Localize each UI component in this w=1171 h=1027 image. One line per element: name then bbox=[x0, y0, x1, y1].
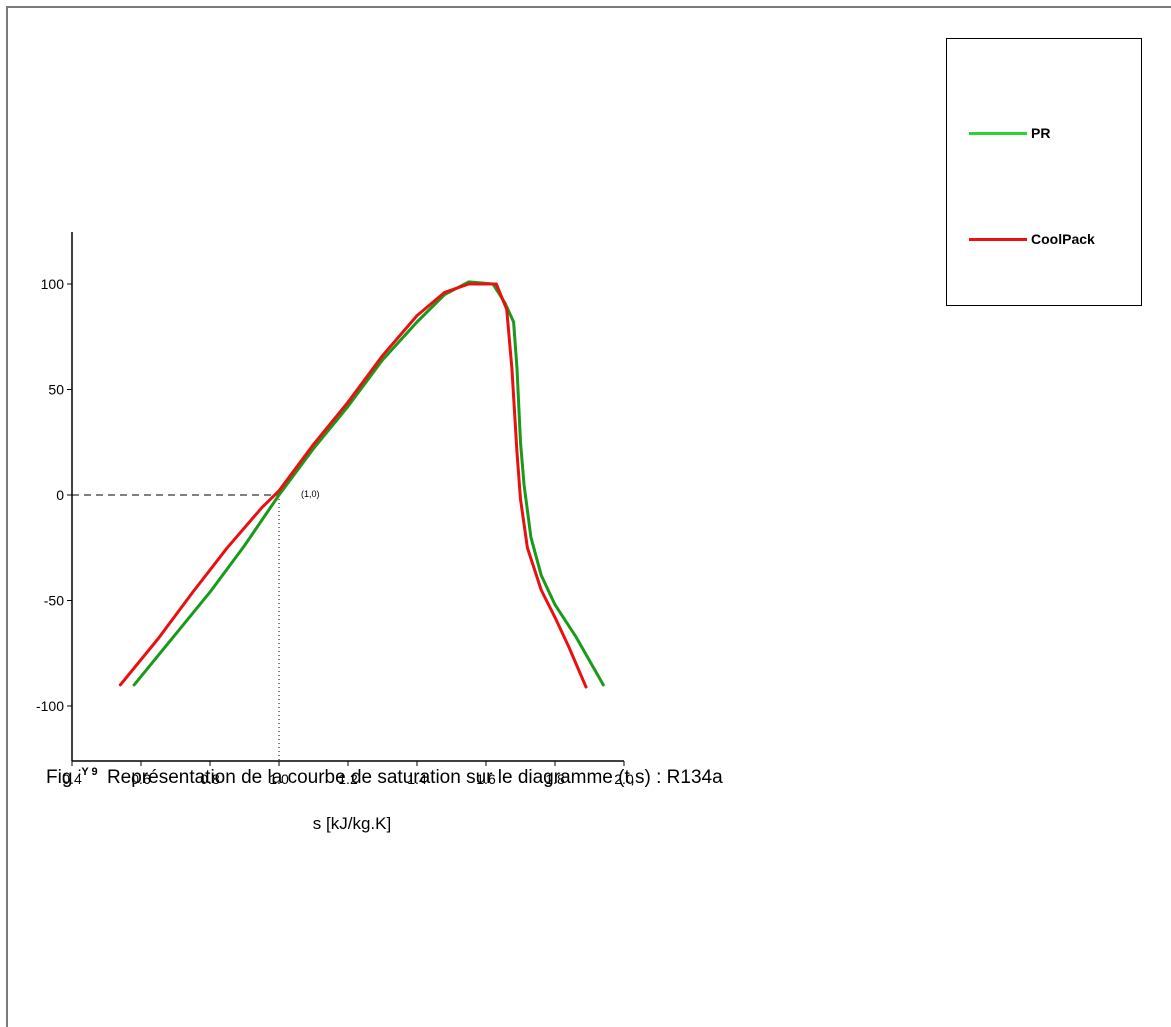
series-group bbox=[118, 280, 605, 689]
x-tick-label: 0.6 bbox=[131, 771, 151, 787]
guide-lines bbox=[72, 494, 280, 761]
caption-text: Représentation de la courbe de saturatio… bbox=[106, 767, 723, 788]
series-line-coolpack bbox=[118, 282, 588, 689]
caption-prefix: Fig bbox=[46, 767, 73, 788]
figure-caption: Fig :Y 9 Représentation de la courbe de … bbox=[46, 766, 723, 789]
x-tick-label: 1.2 bbox=[338, 771, 358, 787]
legend-swatch-pr bbox=[969, 131, 1027, 135]
y-tick-label: -50 bbox=[44, 593, 64, 609]
x-tick-label: 1.4 bbox=[407, 771, 427, 787]
axes bbox=[67, 232, 625, 766]
annotation-label: (1,0) bbox=[301, 489, 320, 499]
legend-swatch-coolpack bbox=[969, 237, 1027, 241]
series-line-pr bbox=[132, 280, 605, 687]
x-tick-label: 1.6 bbox=[476, 771, 496, 787]
y-tick-label: 50 bbox=[48, 382, 64, 398]
legend: PR CoolPack bbox=[946, 38, 1142, 306]
y-tick-label: -100 bbox=[36, 698, 64, 714]
x-axis-label: s [kJ/kg.K] bbox=[313, 814, 391, 833]
legend-item-pr: PR bbox=[969, 125, 1050, 141]
figure-frame bbox=[6, 6, 1171, 1027]
x-tick-label: 1.0 bbox=[269, 771, 289, 787]
x-tick-label: 2.0 bbox=[614, 771, 634, 787]
legend-item-coolpack: CoolPack bbox=[969, 231, 1095, 247]
x-tick-label: 1.8 bbox=[545, 771, 565, 787]
legend-label-pr: PR bbox=[1031, 125, 1051, 141]
x-tick-label: 0.4 bbox=[62, 771, 82, 787]
tick-labels: 0.4 0.6 0.8 1.0 1.2 1.4 1.6 1.8 2.0 100 50 0 -50 -100… bbox=[36, 276, 634, 833]
legend-label-coolpack: CoolPack bbox=[1031, 231, 1095, 247]
y-tick-label: 100 bbox=[41, 276, 65, 292]
y-tick-label: 0 bbox=[56, 487, 64, 503]
caption-number: :Y 9 bbox=[77, 766, 98, 778]
x-tick-label: 0.8 bbox=[200, 771, 220, 787]
